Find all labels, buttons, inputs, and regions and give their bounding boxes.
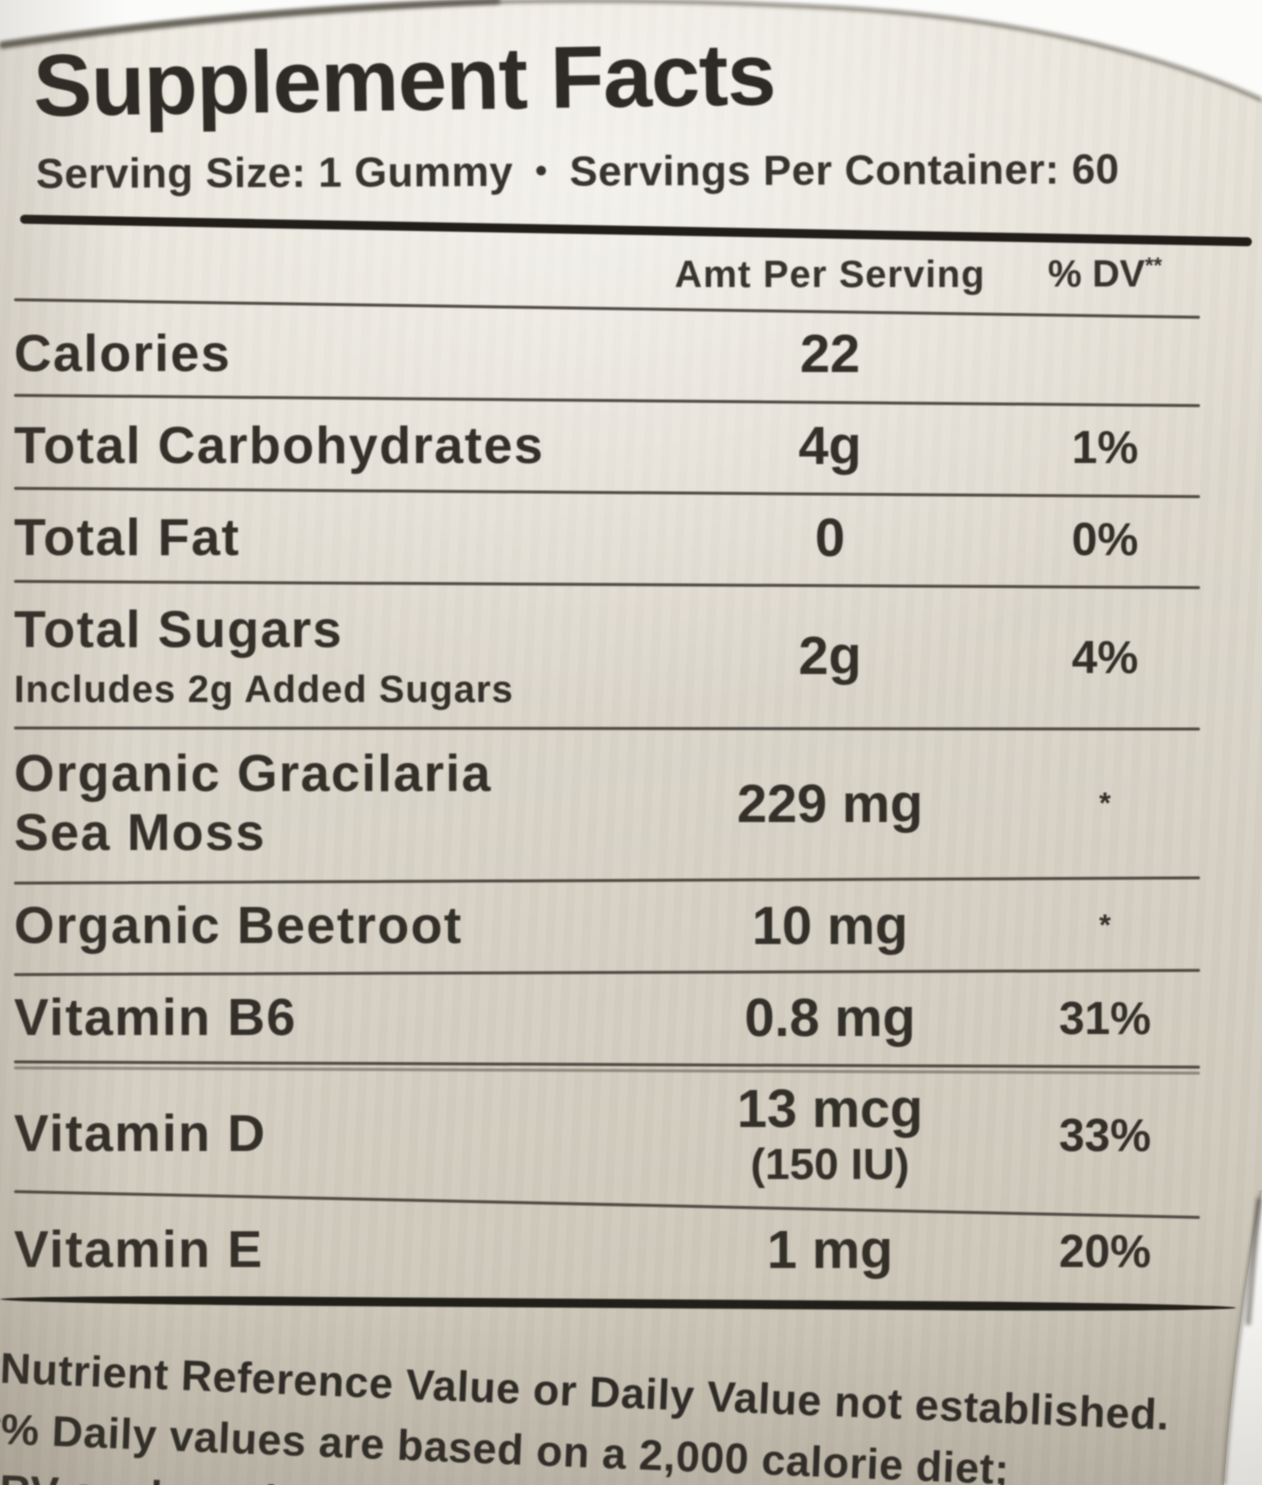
nutrient-name: Vitamin D xyxy=(14,1104,267,1163)
servings-per-container: Servings Per Container: 60 xyxy=(569,145,1120,195)
nutrient-amount: 10 mg xyxy=(751,895,909,956)
table-row-vitamin-d: Vitamin D 13 mcg (150 IU) 33% xyxy=(14,1066,1200,1203)
nutrient-name: Vitamin E xyxy=(14,1220,264,1279)
nutrient-name: Organic Gracilaria Sea Moss xyxy=(14,745,492,863)
serving-info: Serving Size: 1 Gummy • Servings Per Conta… xyxy=(36,145,1262,198)
dv-footnote-marks: ** xyxy=(1145,253,1163,278)
nutrient-dv: 31% xyxy=(1058,992,1152,1045)
table-row-carbohydrates: Total Carbohydrates 4g 1% xyxy=(14,402,1200,491)
footnotes: *Nutrient Reference Value or Daily Value… xyxy=(0,1338,1262,1485)
nutrient-amount: 0 xyxy=(814,508,846,569)
nutrient-name: Vitamin B6 xyxy=(14,988,297,1047)
panel-title: Supplement Facts xyxy=(32,24,776,135)
nutrient-amount: 4g xyxy=(798,416,862,477)
divider-thick-bottom xyxy=(0,1294,1237,1313)
nutrient-amount: 1 mg xyxy=(766,1220,894,1281)
table-row-calories: Calories 22 xyxy=(14,310,1200,399)
nutrient-dv: * xyxy=(1099,787,1111,821)
nutrient-dv: 1% xyxy=(1071,420,1139,473)
table-row-sea-moss: Organic Gracilaria Sea Moss 229 mg * xyxy=(14,730,1200,879)
nutrient-subnote: Includes 2g Added Sugars xyxy=(14,668,514,711)
table-row-vitamin-b6: Vitamin B6 0.8 mg 31% xyxy=(14,974,1200,1063)
facts-table: Amt Per Serving % DV** Calories 22 Total… xyxy=(13,235,1201,1295)
nutrient-name: Organic Beetroot xyxy=(14,896,463,955)
nutrient-amount: 229 mg xyxy=(736,773,924,834)
table-row-fat: Total Fat 0 0% xyxy=(14,494,1200,583)
nutrient-amount: 0.8 mg xyxy=(744,988,916,1049)
nutrient-name: Calories xyxy=(14,324,232,383)
nutrient-dv: 0% xyxy=(1071,512,1139,565)
nutrient-amount-iu: (150 IU) xyxy=(750,1139,910,1189)
nutrient-name: Total Carbohydrates xyxy=(14,416,545,475)
table-row-vitamin-e: Vitamin E 1 mg 20% xyxy=(14,1206,1200,1295)
column-header-amount: Amt Per Serving xyxy=(674,253,986,296)
nutrient-amount: 22 xyxy=(799,323,861,384)
column-header-dv: % DV** xyxy=(1047,253,1163,296)
nutrient-dv: * xyxy=(1099,909,1111,943)
bullet-separator: • xyxy=(535,151,548,190)
nutrient-dv: 20% xyxy=(1058,1224,1152,1277)
table-row-beetroot: Organic Beetroot 10 mg * xyxy=(14,882,1200,971)
serving-size: Serving Size: 1 Gummy xyxy=(35,147,514,198)
nutrient-name: Total Sugars Includes 2g Added Sugars xyxy=(14,601,650,712)
column-headers: Amt Per Serving % DV** xyxy=(14,235,1200,307)
table-row-sugars: Total Sugars Includes 2g Added Sugars 2g… xyxy=(14,586,1200,727)
nutrient-dv: 4% xyxy=(1071,630,1139,683)
nutrient-amount: 13 mcg (150 IU) xyxy=(650,1081,1010,1188)
nutrient-dv: 33% xyxy=(1058,1108,1152,1161)
nutrient-name: Total Fat xyxy=(14,509,241,568)
nutrient-amount: 2g xyxy=(798,626,862,687)
